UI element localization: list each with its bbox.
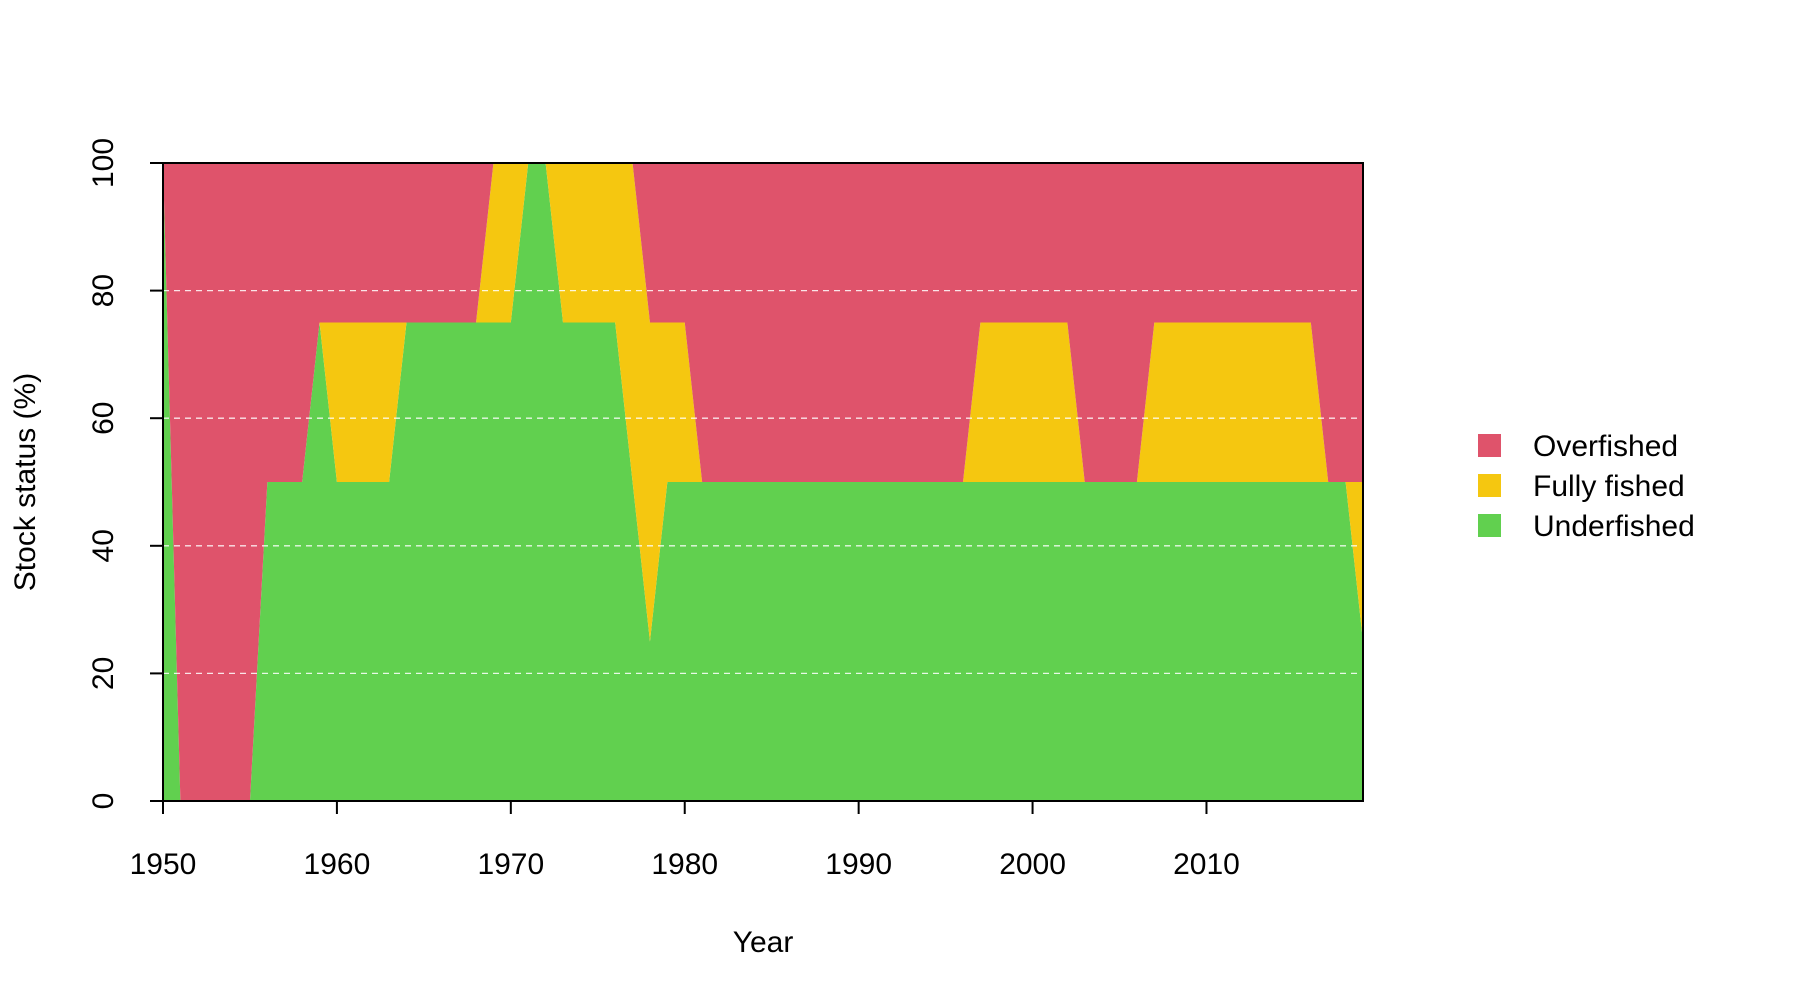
y-tick-label-40: 40 (87, 529, 120, 562)
y-axis-title: Stock status (%) (9, 373, 42, 591)
y-tick-label-20: 20 (87, 657, 120, 690)
legend-label-fully-fished: Fully fished (1533, 470, 1685, 503)
y-tick-label-100: 100 (87, 138, 120, 188)
x-tick-label-1960: 1960 (304, 848, 371, 881)
legend-swatch-fully-fished (1478, 474, 1501, 497)
x-tick-label-1970: 1970 (477, 848, 544, 881)
x-axis-title: Year (733, 926, 794, 959)
legend: Overfished Fully fished Underfished (1478, 430, 1695, 543)
x-tick-label-1950: 1950 (130, 848, 197, 881)
stacked-areas (163, 163, 1363, 801)
x-axis: 1950 1960 1970 1980 1990 2000 2010 (130, 800, 1240, 881)
x-tick-label-2000: 2000 (999, 848, 1066, 881)
y-tick-label-60: 60 (87, 402, 120, 435)
legend-label-overfished: Overfished (1533, 430, 1678, 463)
gridlines (163, 289, 1363, 675)
legend-swatch-overfished (1478, 434, 1501, 457)
area-overfished (163, 163, 1363, 801)
legend-label-underfished: Underfished (1533, 510, 1695, 543)
y-tick-label-0: 0 (87, 793, 120, 810)
y-axis: 0 20 40 60 80 100 (87, 138, 164, 810)
x-tick-label-2010: 2010 (1173, 848, 1240, 881)
legend-swatch-underfished (1478, 514, 1501, 537)
x-tick-label-1980: 1980 (651, 848, 718, 881)
x-tick-label-1990: 1990 (825, 848, 892, 881)
y-tick-label-80: 80 (87, 274, 120, 307)
